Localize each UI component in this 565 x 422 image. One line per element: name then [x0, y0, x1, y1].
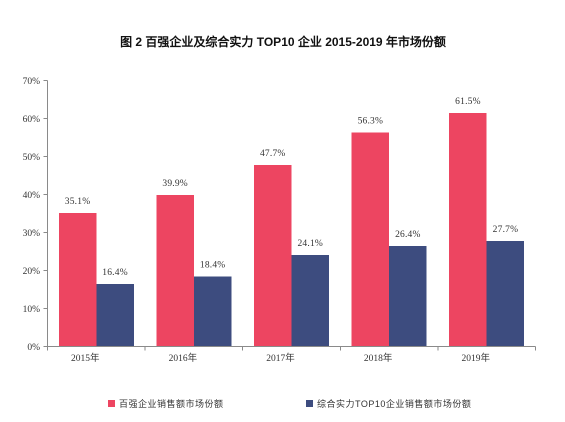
legend-label-top10-share: 综合实力TOP10企业销售额市场份额	[317, 398, 471, 409]
y-tick-label-70: 70%	[23, 77, 41, 87]
bar-top10-share-2018	[389, 246, 427, 347]
data-label-top100-share-2015: 35.1%	[65, 197, 91, 207]
y-tick-label-60: 60%	[23, 115, 41, 125]
y-tick-label-10: 10%	[23, 305, 41, 315]
legend: 百强企业销售额市场份额 综合实力TOP10企业销售额市场份额	[108, 398, 471, 409]
y-tick-label-0: 0%	[27, 343, 40, 353]
bar-top10-share-2017	[291, 254, 329, 347]
bar-top10-share-2015	[96, 284, 134, 347]
bar-top100-share-2019	[449, 112, 487, 347]
legend-swatch-top10-share	[306, 400, 313, 407]
x-axis-tick-labels: 2015年 2016年 2017年 2018年 2019年	[71, 352, 490, 364]
x-tick-label-2016: 2016年	[169, 352, 198, 364]
data-label-top100-share-2018: 56.3%	[358, 117, 384, 127]
bar-top10-share-2019	[486, 241, 525, 347]
data-label-top10-share-2015: 16.4%	[102, 268, 128, 278]
data-label-top100-share-2016: 39.9%	[162, 179, 188, 189]
data-labels: 35.1% 39.9% 47.7% 56.3% 61.5% 16.4% 18.4% 24.1%…	[65, 97, 518, 278]
legend-swatch-top100-share	[108, 400, 115, 407]
bar-top10-share-2016	[193, 276, 232, 347]
y-axis-tick-labels: 0% 10% 20% 30% 40% 50% 60% 70%	[23, 77, 41, 353]
data-label-top100-share-2019: 61.5%	[455, 97, 481, 107]
x-tick-label-2017: 2017年	[266, 352, 295, 364]
legend-item-top100-share: 百强企业销售额市场份额	[108, 398, 224, 409]
y-tick-label-50: 50%	[23, 153, 41, 163]
bar-top100-share-2016	[156, 194, 194, 347]
bar-top100-share-2015	[58, 213, 97, 347]
data-label-top10-share-2017: 24.1%	[297, 239, 323, 249]
legend-item-top10-share: 综合实力TOP10企业销售额市场份额	[306, 398, 471, 409]
y-tick-label-40: 40%	[23, 191, 41, 201]
y-tick-label-20: 20%	[23, 267, 41, 277]
data-label-top10-share-2019: 27.7%	[493, 225, 519, 235]
bars	[58, 112, 525, 347]
bar-top100-share-2018	[351, 132, 390, 347]
x-axis-ticks	[47, 346, 536, 351]
x-tick-label-2018: 2018年	[364, 352, 393, 364]
x-tick-label-2015: 2015年	[71, 352, 100, 364]
legend-label-top100-share: 百强企业销售额市场份额	[119, 398, 224, 409]
data-label-top10-share-2016: 18.4%	[200, 261, 226, 271]
y-tick-label-30: 30%	[23, 229, 41, 239]
chart-title: 图 2 百强企业及综合实力 TOP10 企业 2015-2019 年市场份额	[120, 34, 446, 49]
y-axis-ticks	[43, 80, 48, 347]
x-tick-label-2019: 2019年	[461, 352, 490, 364]
bar-top100-share-2017	[254, 165, 292, 347]
data-label-top10-share-2018: 26.4%	[395, 230, 421, 240]
data-label-top100-share-2017: 47.7%	[260, 149, 286, 159]
plot-area: 0% 10% 20% 30% 40% 50% 60% 70% 35.1% 39.9% 47.7% 5…	[23, 77, 536, 364]
